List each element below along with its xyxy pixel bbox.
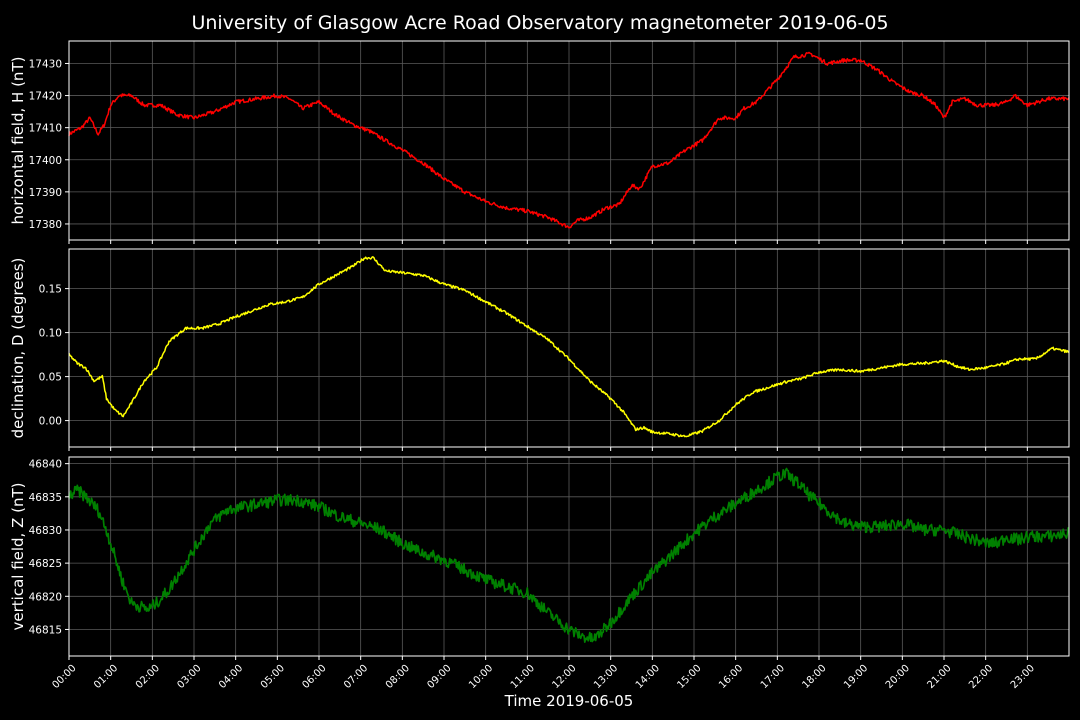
y-tick-label-h: 17430 <box>29 58 62 70</box>
y-tick-label-d: 0.00 <box>39 416 62 428</box>
panel-frame-z <box>68 456 1070 657</box>
series-line-d <box>68 256 1070 438</box>
y-tick-label-z: 46815 <box>29 624 62 636</box>
series-line-z <box>68 467 1070 643</box>
y-tick-label-z: 46840 <box>29 459 62 471</box>
y-tick-label-z: 46820 <box>29 591 62 603</box>
y-tick-label-z: 46835 <box>29 492 62 504</box>
x-axis-label: Time 2019-06-05 <box>504 692 634 710</box>
y-tick-label-h: 17410 <box>29 123 62 135</box>
chart-title: University of Glasgow Acre Road Observat… <box>191 12 888 34</box>
series-line-h <box>68 51 1070 229</box>
y-tick-label-d: 0.10 <box>39 328 62 340</box>
y-tick-label-h: 17380 <box>29 219 62 231</box>
y-tick-label-h: 17400 <box>29 155 62 167</box>
y-tick-label-z: 46830 <box>29 525 62 537</box>
panel-frame-h <box>68 40 1070 241</box>
y-axis-label-d: declination, D (degrees) <box>9 258 27 439</box>
panel-frame-d <box>68 248 1070 448</box>
y-axis-label-z: vertical field, Z (nT) <box>9 482 27 630</box>
y-tick-label-z: 46825 <box>29 558 62 570</box>
y-tick-label-h: 17390 <box>29 187 62 199</box>
y-tick-label-d: 0.05 <box>39 372 62 384</box>
y-axis-label-h: horizontal field, H (nT) <box>9 57 27 225</box>
y-tick-label-d: 0.15 <box>39 284 62 296</box>
y-tick-label-h: 17420 <box>29 91 62 103</box>
